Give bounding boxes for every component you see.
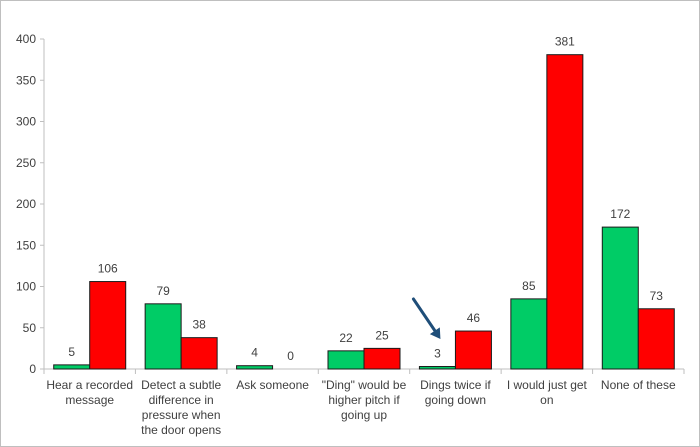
bar bbox=[144, 303, 182, 370]
bar bbox=[89, 281, 127, 370]
category-label: I would just get on bbox=[507, 378, 588, 407]
category-label-line: Hear a recorded bbox=[46, 378, 133, 392]
bar bbox=[327, 350, 365, 370]
y-tick-label: 400 bbox=[16, 32, 36, 46]
bar bbox=[637, 308, 675, 370]
annotation-arrow-shaft bbox=[411, 297, 438, 335]
data-label: 3 bbox=[434, 347, 441, 361]
data-label: 172 bbox=[610, 207, 630, 221]
data-label: 0 bbox=[287, 349, 294, 363]
bar bbox=[236, 365, 274, 370]
y-tick-label: 200 bbox=[16, 197, 36, 211]
category-label-line: on bbox=[540, 393, 553, 407]
data-label: 5 bbox=[68, 345, 75, 359]
y-tick-label: 150 bbox=[16, 238, 36, 252]
data-label: 381 bbox=[555, 35, 575, 49]
data-label: 106 bbox=[98, 262, 118, 276]
data-label: 22 bbox=[339, 331, 353, 345]
category-label-line: pressure when bbox=[142, 408, 221, 422]
category-label: None of these bbox=[601, 378, 676, 392]
category-label: Hear a recorded message bbox=[46, 378, 133, 407]
y-tick-label: 350 bbox=[16, 73, 36, 87]
bar bbox=[418, 366, 456, 370]
category-label-line: difference in bbox=[149, 393, 214, 407]
data-label: 38 bbox=[192, 318, 206, 332]
category-label-line: "Ding" would be bbox=[322, 378, 407, 392]
y-tick-label: 250 bbox=[16, 156, 36, 170]
bar bbox=[601, 226, 639, 370]
category-label: Dings twice if going down bbox=[420, 378, 491, 407]
category-label-line: Dings twice if bbox=[420, 378, 491, 392]
data-label: 73 bbox=[650, 289, 664, 303]
bar bbox=[53, 364, 91, 370]
category-label-line: I would just get bbox=[507, 378, 588, 392]
bar bbox=[180, 337, 218, 370]
bar bbox=[510, 298, 548, 370]
bar bbox=[454, 330, 492, 370]
annotation-arrow-head bbox=[429, 327, 441, 339]
data-label: 25 bbox=[375, 328, 389, 342]
category-label-line: going up bbox=[341, 408, 387, 422]
category-label: Ask someone bbox=[236, 378, 309, 392]
category-label-line: the door opens bbox=[141, 423, 221, 437]
category-label: Detect a subtle difference in pressure whe… bbox=[141, 378, 221, 437]
data-label: 4 bbox=[251, 346, 258, 360]
data-label: 79 bbox=[156, 284, 170, 298]
data-label: 85 bbox=[522, 279, 536, 293]
category-label-line: message bbox=[65, 393, 114, 407]
category-label: "Ding" would be higher pitch if going up bbox=[322, 378, 407, 422]
bar bbox=[363, 347, 401, 370]
category-label-line: None of these bbox=[601, 378, 676, 392]
category-label-line: Ask someone bbox=[236, 378, 309, 392]
category-label-line: Detect a subtle bbox=[141, 378, 221, 392]
y-tick-label: 50 bbox=[23, 321, 37, 335]
data-label: 46 bbox=[467, 311, 481, 325]
category-label-line: higher pitch if bbox=[328, 393, 400, 407]
category-label-line: going down bbox=[425, 393, 486, 407]
y-tick-label: 100 bbox=[16, 280, 36, 294]
bar bbox=[546, 54, 584, 370]
y-tick-label: 0 bbox=[29, 362, 36, 376]
y-tick-label: 300 bbox=[16, 115, 36, 129]
